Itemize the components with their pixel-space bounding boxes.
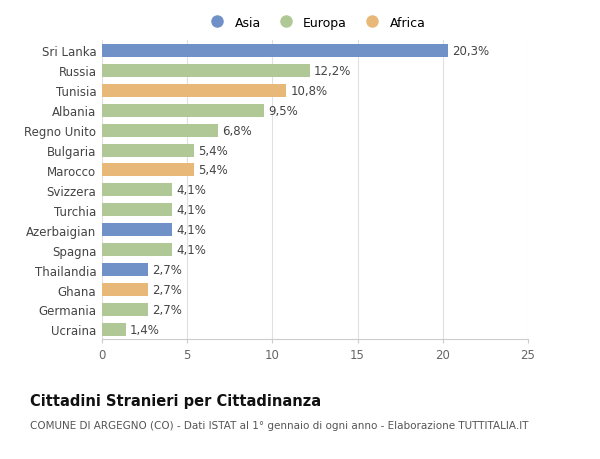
Bar: [102, 84, 286, 97]
Bar: [102, 105, 264, 118]
Text: 12,2%: 12,2%: [314, 65, 352, 78]
Bar: [102, 244, 172, 257]
Bar: [102, 303, 148, 316]
Text: 2,7%: 2,7%: [152, 303, 182, 316]
Text: 2,7%: 2,7%: [152, 263, 182, 276]
Legend: Asia, Europa, Africa: Asia, Europa, Africa: [199, 12, 431, 35]
Text: 20,3%: 20,3%: [452, 45, 489, 58]
Bar: [102, 204, 172, 217]
Bar: [102, 164, 194, 177]
Bar: [102, 65, 310, 78]
Bar: [102, 224, 172, 237]
Bar: [102, 184, 172, 197]
Bar: [102, 323, 126, 336]
Text: 5,4%: 5,4%: [198, 164, 228, 177]
Text: Cittadini Stranieri per Cittadinanza: Cittadini Stranieri per Cittadinanza: [29, 393, 321, 409]
Text: 4,1%: 4,1%: [176, 184, 206, 197]
Text: 9,5%: 9,5%: [268, 105, 298, 118]
Text: 6,8%: 6,8%: [222, 124, 252, 137]
Text: 5,4%: 5,4%: [198, 144, 228, 157]
Text: 10,8%: 10,8%: [290, 84, 328, 97]
Bar: [102, 284, 148, 297]
Text: COMUNE DI ARGEGNO (CO) - Dati ISTAT al 1° gennaio di ogni anno - Elaborazione TU: COMUNE DI ARGEGNO (CO) - Dati ISTAT al 1…: [29, 420, 528, 430]
Bar: [102, 144, 194, 157]
Text: 2,7%: 2,7%: [152, 284, 182, 297]
Bar: [102, 124, 218, 137]
Text: 4,1%: 4,1%: [176, 224, 206, 237]
Text: 1,4%: 1,4%: [130, 323, 160, 336]
Bar: [102, 45, 448, 58]
Text: 4,1%: 4,1%: [176, 204, 206, 217]
Bar: [102, 263, 148, 276]
Text: 4,1%: 4,1%: [176, 244, 206, 257]
